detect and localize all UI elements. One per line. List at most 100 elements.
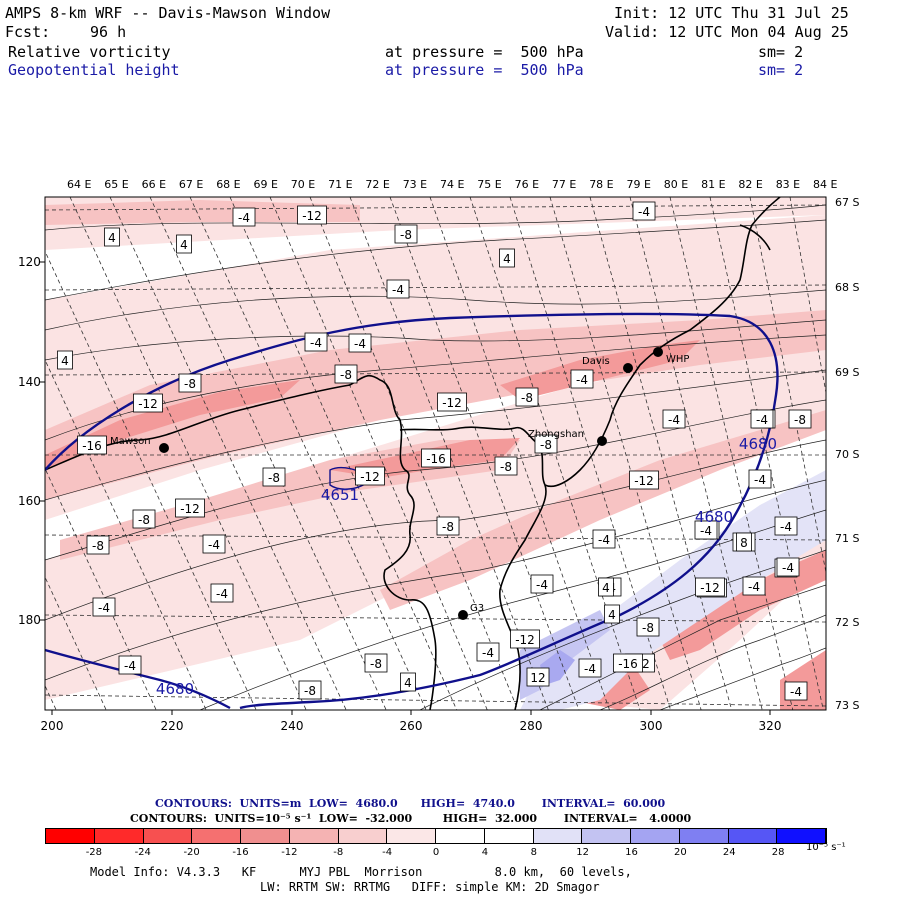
vorticity-value: -8 <box>400 228 412 242</box>
vorticity-value: -4 <box>392 283 404 297</box>
height-labels: 4680 4680 4680 4651 <box>156 435 777 698</box>
vorticity-value: 4 <box>180 238 188 252</box>
vort-band-light <box>45 330 826 700</box>
height-value: 4651 <box>321 486 359 504</box>
x-tick-label: 300 <box>640 719 663 733</box>
vorticity-label: -4 <box>304 332 328 352</box>
vorticity-label: -8 <box>636 617 660 637</box>
color-bar <box>45 828 827 844</box>
vorticity-value: -8 <box>521 391 533 405</box>
vorticity-value: -8 <box>92 539 104 553</box>
vorticity-value: -4 <box>638 205 650 219</box>
forecast-label: Fcst: <box>5 23 51 41</box>
vorticity-value: -8 <box>370 657 382 671</box>
vorticity-label: -4 <box>386 279 410 299</box>
vorticity-value: -8 <box>794 413 806 427</box>
vorticity-value: -4 <box>754 473 766 487</box>
vorticity-value: -12 <box>515 633 535 647</box>
vorticity-label: 4 <box>604 604 620 624</box>
vorticity-value: -12 <box>442 396 462 410</box>
longitude-label: 69 E <box>254 178 278 191</box>
color-bar-label: -4 <box>382 847 393 858</box>
longitude-label: 76 E <box>515 178 539 191</box>
height-value: 4680 <box>739 435 777 453</box>
longitude-label: 75 E <box>477 178 501 191</box>
vorticity-value: -4 <box>208 538 220 552</box>
x-tick-label: 320 <box>759 719 782 733</box>
longitude-label: 83 E <box>776 178 800 191</box>
color-bar-swatch <box>484 829 534 843</box>
latitude-labels: 67 S 68 S 69 S 70 S 71 S 72 S 73 S <box>835 196 859 712</box>
vorticity-label: -8 <box>494 456 518 476</box>
vorticity-value: -4 <box>748 580 760 594</box>
vorticity-value: -8 <box>500 460 512 474</box>
vorticity-value: -4 <box>598 533 610 547</box>
vorticity-label: -4 <box>750 409 774 429</box>
vorticity-label: -4 <box>232 207 256 227</box>
color-bar-label: -28 <box>85 847 103 858</box>
longitude-label: 82 E <box>738 178 762 191</box>
vorticity-label: -4 <box>570 369 594 389</box>
vorticity-value: -4 <box>756 413 768 427</box>
longitude-label: 73 E <box>403 178 427 191</box>
field2-pressure: at pressure = 500 hPa <box>385 61 584 79</box>
longitude-label: 64 E <box>67 178 91 191</box>
color-bar-label: -8 <box>333 847 344 858</box>
latitude-label: 68 S <box>835 281 859 294</box>
vort-band-medium <box>45 200 360 225</box>
vorticity-label: -16 <box>613 653 643 673</box>
vort-band-strong <box>45 380 300 470</box>
coastline <box>45 197 781 710</box>
vorticity-label: -12 <box>355 466 385 486</box>
vorticity-value: -12 <box>700 581 720 595</box>
vorticity-value: -12 <box>180 502 200 516</box>
color-bar-label: -20 <box>183 847 200 858</box>
color-bar-swatch <box>533 829 583 843</box>
vorticity-label: -8 <box>436 516 460 536</box>
vorticity-label: -4 <box>348 333 372 353</box>
vorticity-label: -4 <box>476 642 500 662</box>
height-contour-info: CONTOURS: UNITS=m LOW= 4680.0 HIGH= 4740… <box>155 797 666 810</box>
color-bar-swatch <box>387 829 436 843</box>
height-value: 4680 <box>156 680 194 698</box>
color-bar-swatch <box>94 829 144 843</box>
vorticity-label: -8 <box>262 467 286 487</box>
model-info: Model Info: V4.3.3 KF MYJ PBL Morrison 8… <box>90 865 632 879</box>
valid-time: Valid: 12 UTC Mon 04 Aug 25 <box>605 23 849 41</box>
vort-band-strong <box>660 550 826 660</box>
color-bar-label: 8 <box>530 847 537 858</box>
vorticity-label: -12 <box>437 392 467 412</box>
vort-band-medium <box>380 410 826 610</box>
longitude-label: 84 E <box>813 178 837 191</box>
longitude-label: 70 E <box>291 178 315 191</box>
vorticity-label: 4 <box>104 227 120 247</box>
color-bar-swatch <box>631 829 680 843</box>
x-tick-label: 220 <box>161 719 184 733</box>
station-name: WHP <box>666 354 689 365</box>
vorticity-value: -12 <box>302 209 322 223</box>
vorticity-label: -8 <box>132 509 156 529</box>
vorticity-value: -12 <box>138 397 158 411</box>
vorticity-label: -12 <box>695 577 725 597</box>
latitude-label: 70 S <box>835 448 859 461</box>
longitude-label: 74 E <box>440 178 464 191</box>
vorticity-value: -12 <box>360 470 380 484</box>
field2-smoothing: sm= 2 <box>758 61 804 79</box>
station-name: Zhongshan <box>528 429 584 440</box>
forecast-hours: 96 h <box>90 23 127 41</box>
color-bar-label: -12 <box>281 847 298 858</box>
color-bar-swatch <box>777 829 826 843</box>
vorticity-label: -12 <box>175 498 205 518</box>
color-bar-swatch <box>241 829 290 843</box>
vorticity-label: 4 <box>400 672 416 692</box>
vorticity-label: -12 <box>629 470 659 490</box>
vorticity-value: -4 <box>98 601 110 615</box>
longitude-label: 68 E <box>216 178 240 191</box>
color-bar-label: -24 <box>134 847 151 858</box>
vorticity-label: 8 <box>736 532 752 552</box>
vorticity-value: -4 <box>238 211 250 225</box>
vorticity-value: -8 <box>138 513 150 527</box>
color-bar-swatch <box>582 829 631 843</box>
vorticity-label: -8 <box>515 387 539 407</box>
